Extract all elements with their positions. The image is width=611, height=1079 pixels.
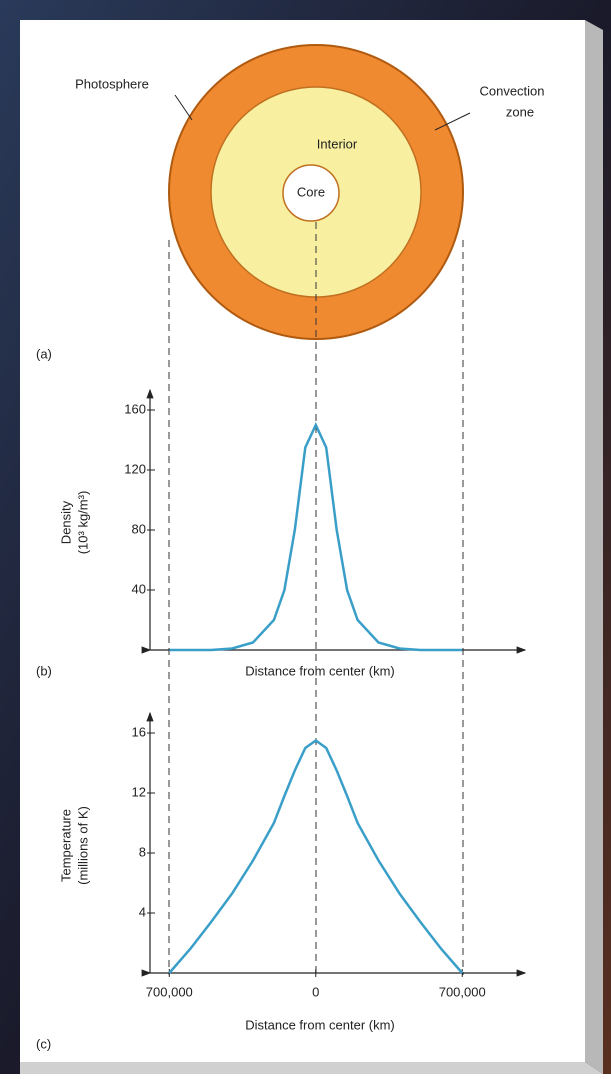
core [282,164,340,222]
panel-label: (b) [36,663,52,678]
panel-edge [585,20,603,1074]
y-tick-label: 160 [124,401,146,416]
label: Photosphere [75,76,149,91]
x-tick-label: 700,000 [146,984,193,999]
label: Interior [317,136,358,151]
y-tick-label: 40 [132,581,146,596]
panel-bottom [20,1062,603,1074]
y-axis-label: Temperature [58,809,73,882]
panel-label: (c) [36,1036,51,1051]
y-tick-label: 12 [132,784,146,799]
x-axis-label: Distance from center (km) [245,1017,395,1032]
y-tick-label: 4 [139,904,146,919]
panel-label: (a) [36,346,52,361]
x-tick-label: 700,000 [439,984,486,999]
label: Core [297,184,325,199]
x-axis-label: Distance from center (km) [245,663,395,678]
pointer [174,94,193,121]
pointer [434,112,471,131]
label: Convection [479,83,544,98]
y-tick-label: 120 [124,461,146,476]
y-tick-label: 80 [132,521,146,536]
y-tick-label: 8 [139,844,146,859]
y-axis-label: (10³ kg/m³) [75,491,90,555]
label: zone [506,104,534,119]
guides [168,222,464,975]
y-tick-label: 16 [132,724,146,739]
y-axis-label: Density [58,500,73,544]
data-line [168,738,464,974]
y-axis-label: (millions of K) [75,806,90,885]
x-tick-label: 0 [312,984,319,999]
data-line [169,422,463,652]
